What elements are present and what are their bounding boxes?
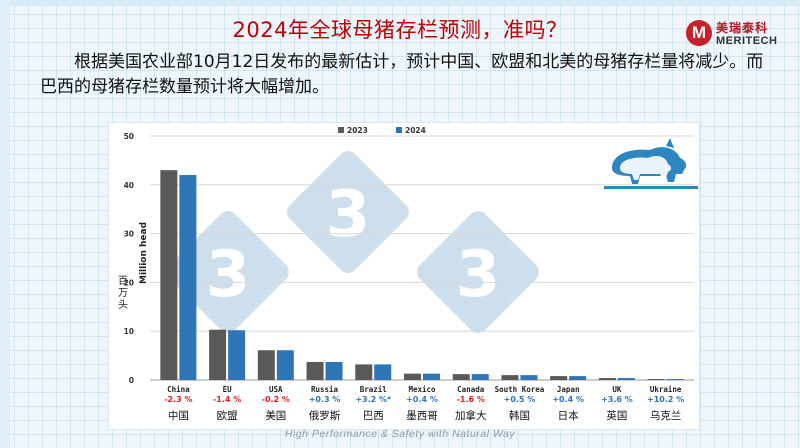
y-tick-label: 0: [129, 376, 134, 385]
change-label: +0.5 %: [504, 395, 536, 404]
category-label-cn: 乌克兰: [650, 409, 682, 422]
bar-2024: [569, 376, 587, 380]
chart-bars: [160, 170, 684, 380]
category-label-cn: 俄罗斯: [309, 409, 341, 422]
logo-mark: M: [686, 20, 712, 46]
category-label: USA: [269, 385, 283, 394]
bar-2024: [520, 375, 538, 380]
pig-icon: [604, 138, 698, 189]
y-tick-label: 20: [124, 278, 134, 287]
category-label: UK: [612, 385, 622, 394]
category-label: Canada: [457, 385, 485, 394]
change-label: +3.2 %*: [355, 395, 392, 404]
bar-2024: [179, 175, 197, 380]
change-label: -1.6 %: [457, 395, 485, 404]
bar-2023: [404, 373, 421, 380]
watermark-digit-tile: 3: [287, 151, 409, 273]
bar-2023: [257, 350, 275, 380]
watermark-layer: 3 3 3: [167, 151, 539, 333]
watermark-tile-shape: [287, 151, 409, 273]
logo-name-cn: 美瑞泰科: [716, 21, 769, 35]
bar-2024: [276, 350, 294, 380]
bar-2023: [209, 329, 227, 380]
category-label: Russia: [311, 385, 339, 394]
legend-swatch-2023: [338, 127, 344, 133]
slide-subtitle: 根据美国农业部10月12日发布的最新估计，预计中国、欧盟和北美的母猪存栏量将减少…: [40, 52, 764, 97]
chart-labels: Million head 百万头 China-2.3 % 中国 EU-1.4 % 欧盟 US…: [118, 222, 684, 422]
bar-2024: [471, 374, 489, 380]
y-axis-label: Million head: [139, 222, 149, 284]
category-label: China: [167, 385, 190, 394]
category-label-cn: 加拿大: [455, 409, 487, 422]
watermark-digit: 3: [326, 178, 371, 252]
watermark-digit: 3: [206, 238, 251, 312]
bar-2024: [228, 330, 246, 380]
category-label: Ukraine: [650, 385, 682, 394]
bar-2023: [160, 170, 178, 380]
change-label: -1.4 %: [213, 395, 241, 404]
bar-2023: [598, 378, 616, 380]
bar-2024: [423, 373, 440, 380]
y-tick-label: 40: [124, 181, 134, 190]
category-label-cn: 日本: [558, 409, 579, 422]
bar-2023: [501, 375, 519, 380]
category-label-cn: 巴西: [363, 410, 384, 422]
slide-title: 2024年全球母猪存栏预测，准吗？: [232, 18, 568, 42]
legend-label: 2023: [347, 126, 368, 135]
bar-2023: [306, 361, 324, 380]
bar-2023: [647, 379, 665, 380]
category-label: Japan: [557, 385, 580, 394]
bar-2023: [550, 376, 568, 380]
bar-2024: [325, 361, 343, 380]
meritech-logo: M 美瑞泰科 MERITECH: [686, 18, 796, 58]
chart-legend: 2023 2024: [338, 126, 426, 135]
logo-name-en: MERITECH: [716, 35, 778, 47]
watermark-tile-shape: [417, 211, 539, 333]
watermark-digit: 3: [456, 238, 501, 312]
y-tick-label: 50: [124, 132, 134, 141]
category-label-cn: 韩国: [509, 409, 530, 422]
change-label: +0.4 %: [552, 395, 584, 404]
footer-slogan: High Performance & Safety with Natural W…: [284, 428, 516, 440]
bar-2024: [374, 364, 392, 380]
top-accent-bar: [0, 0, 800, 6]
y-axis-label-cn: 百万头: [118, 275, 128, 311]
bar-2023: [452, 374, 470, 380]
y-tick-label: 10: [124, 327, 134, 336]
watermark-digit-tile: 3: [167, 211, 289, 333]
category-label-cn: 欧盟: [217, 410, 238, 422]
legend-label: 2024: [405, 126, 426, 135]
y-tick-label: 30: [124, 230, 134, 239]
watermark-tile-shape: [167, 211, 289, 333]
bar-2024: [666, 379, 684, 380]
change-label: -2.3 %: [164, 395, 192, 404]
category-label-cn: 中国: [168, 409, 189, 422]
change-label: -0.2 %: [262, 395, 290, 404]
category-label-cn: 英国: [606, 409, 627, 422]
category-label: Brazil: [360, 385, 387, 394]
left-accent-strip: [0, 0, 10, 448]
category-label: South Korea: [495, 385, 545, 394]
category-label: Mexico: [408, 385, 436, 394]
category-label: EU: [223, 385, 233, 394]
change-label: +3.6 %: [601, 395, 633, 404]
bar-2024: [617, 378, 635, 380]
change-label: +0.3 %: [309, 395, 341, 404]
watermark-digit-tile: 3: [417, 211, 539, 333]
category-label-cn: 墨西哥: [406, 410, 438, 422]
sow-inventory-bar-chart: 3 3 3 0 10 20 30 40 50 Million head 百万头 China-2.3…: [118, 126, 698, 422]
category-label-cn: 美国: [265, 409, 286, 422]
legend-swatch-2024: [396, 127, 402, 133]
bar-2023: [355, 364, 373, 380]
change-label: +0.4 %: [406, 395, 438, 404]
change-label: +10.2 %: [647, 395, 684, 404]
